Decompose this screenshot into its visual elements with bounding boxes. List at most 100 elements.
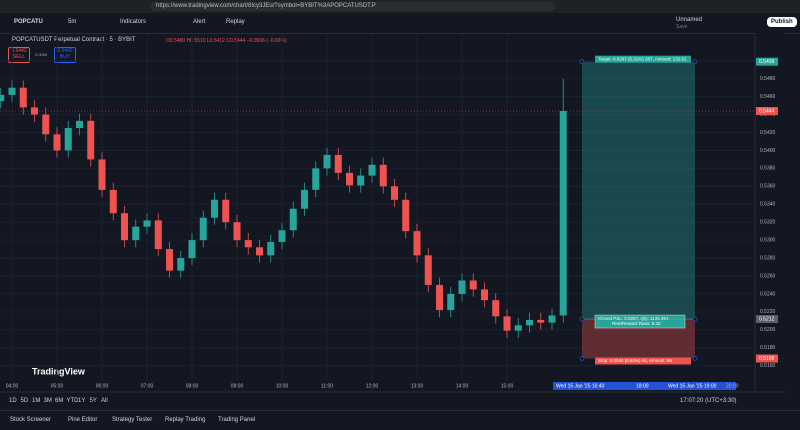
end-handle xyxy=(692,59,698,64)
sell-price: 0.5442 xyxy=(11,48,27,54)
url[interactable]: https://www.tradingview.com/chart/8Icy3J… xyxy=(150,2,556,11)
bottom-tab[interactable]: Replay Trading xyxy=(165,417,206,423)
range-button[interactable]: 1Y xyxy=(78,398,86,404)
target-text: Target: 0.0287 (5.31%) 287, Amount: 132.… xyxy=(598,56,687,61)
candle-body xyxy=(233,222,241,241)
candle-body xyxy=(503,316,511,331)
start-handle xyxy=(579,356,585,361)
legend-ohlc: O0.5480 H0.5510 L0.5412 C0.5444 −0.0036 … xyxy=(166,38,287,44)
range-button[interactable]: 3M xyxy=(43,398,52,404)
candle-body xyxy=(267,241,275,256)
candle-body xyxy=(211,199,218,218)
candle-body xyxy=(469,280,477,290)
y-tick-label: 0.5440 xyxy=(760,112,776,118)
candle-body xyxy=(379,164,387,187)
bottom-tab[interactable]: Pine Editor xyxy=(68,417,98,423)
y-tick-label: 0.5180 xyxy=(760,345,776,351)
stop-text: Stop: 0.0044 (0.84%) 44, Amount: 95 xyxy=(598,358,673,363)
sell-button[interactable]: 0.5442 SELL xyxy=(8,47,30,63)
bottom-tab[interactable]: Trading Panel xyxy=(218,417,256,423)
range-button[interactable]: YTD xyxy=(66,398,79,404)
candle-body xyxy=(121,213,128,241)
candle-body xyxy=(289,208,297,231)
y-tick-label: 0.5300 xyxy=(760,237,776,243)
toolbar xyxy=(0,13,800,34)
candle-body xyxy=(244,240,252,248)
y-tick-label: 0.5160 xyxy=(760,363,776,369)
stop-axis-label: 0.5168 xyxy=(759,356,775,362)
replay[interactable]: Replay xyxy=(226,19,245,25)
currency: USDT xyxy=(760,37,774,43)
start-handle xyxy=(579,316,585,322)
entry-box xyxy=(594,314,686,329)
sell-label: SELL xyxy=(12,54,26,60)
y-tick-label: 0.5380 xyxy=(760,166,776,172)
after-date: 20:00 xyxy=(726,383,739,389)
range-button[interactable]: 1M xyxy=(32,398,41,404)
x-tick-label: 13:00 xyxy=(411,383,424,389)
axis-bg xyxy=(755,33,785,380)
save[interactable]: Save xyxy=(676,24,688,30)
candle-body xyxy=(413,231,421,256)
x-tick-label: 05:00 xyxy=(51,383,64,389)
candle-body xyxy=(109,189,117,214)
candle-body xyxy=(8,87,16,95)
range-button[interactable]: 1D xyxy=(9,398,17,404)
buy-button[interactable]: 0.5442 BUY xyxy=(54,47,76,63)
interval[interactable]: 5m xyxy=(68,19,77,25)
target-axis-label: 0.5499 xyxy=(759,59,775,65)
x-tick-label: 11:00 xyxy=(321,383,333,389)
x-tick-label: 09:00 xyxy=(231,383,244,389)
y-tick-label: 0.5280 xyxy=(760,255,776,261)
layout-name[interactable]: Unnamed xyxy=(676,17,703,23)
end-date: Wed 15 Jan '25 19:00 xyxy=(668,383,717,389)
indicators[interactable]: Indicators xyxy=(120,19,147,25)
x-tick-label: 07:00 xyxy=(141,383,154,389)
stop-axis-box xyxy=(756,354,778,363)
candle-body xyxy=(537,319,545,323)
last-price-box xyxy=(756,107,778,116)
candle-body xyxy=(436,284,443,311)
candle-body xyxy=(368,164,376,176)
bottom-panel xyxy=(0,410,800,430)
range-button[interactable]: 5Y xyxy=(89,398,97,404)
x-tick-label: 14:00 xyxy=(456,383,469,389)
candle-body xyxy=(31,107,38,115)
end-handle xyxy=(692,356,698,361)
clock: 17:07:20 (UTC+3:30) xyxy=(680,398,737,404)
spread: 0.0000 xyxy=(35,52,48,57)
candle-body xyxy=(154,220,162,250)
y-tick-label: 0.5420 xyxy=(760,130,776,136)
candle-body xyxy=(98,159,106,190)
loss-zone xyxy=(582,319,695,359)
range-button[interactable]: 6M xyxy=(55,398,64,404)
alert[interactable]: Alert xyxy=(193,19,206,25)
symbol[interactable]: POPCATU xyxy=(14,19,43,25)
target-box xyxy=(595,55,691,63)
mid-date: 18:00 xyxy=(636,383,649,389)
candle-body xyxy=(312,168,320,190)
candle-body xyxy=(256,247,263,256)
range-button[interactable]: All xyxy=(101,398,108,404)
candle-body xyxy=(177,258,185,271)
y-tick-label: 0.5320 xyxy=(760,220,776,226)
bottom-tab[interactable]: Stock Screener xyxy=(10,417,52,423)
x-tick-label: 12:00 xyxy=(366,383,379,389)
candle-body xyxy=(166,249,173,271)
candle-body xyxy=(514,325,522,331)
range-button[interactable]: 5D xyxy=(20,398,29,404)
x-tick-label: 08:00 xyxy=(186,383,199,389)
candle-body xyxy=(346,172,353,186)
legend-title: POPCATUSDT Perpetual Contract · 5 · BYBI… xyxy=(12,37,136,43)
bottom-tab[interactable]: Strategy Tester xyxy=(112,417,153,423)
candle-body xyxy=(87,120,95,160)
target-axis-box xyxy=(756,57,778,66)
candle-body xyxy=(132,226,140,241)
y-tick-label: 0.5460 xyxy=(760,94,776,100)
publish[interactable]: Publish xyxy=(767,17,797,27)
candle-body xyxy=(391,186,398,200)
stop-box xyxy=(595,357,691,365)
x-tick-label: 15:00 xyxy=(501,383,514,389)
